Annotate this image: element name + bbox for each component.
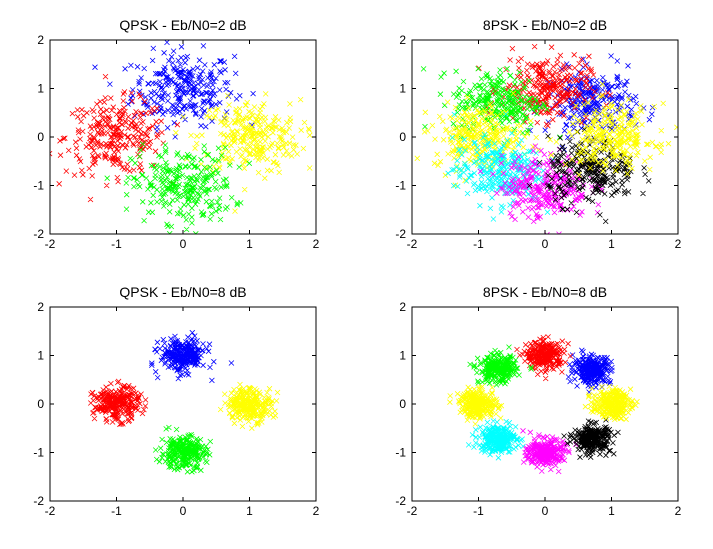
cluster-1 (565, 347, 615, 395)
subplot-4: 8PSK - Eb/N0=8 dB -2 -1 0 1 2 -2 -1 0 1 2 (395, 284, 681, 518)
x-tick-label: -1 (473, 504, 484, 518)
x-tick-label: 2 (675, 504, 682, 518)
cluster-4 (104, 141, 253, 234)
cluster-markers (104, 141, 253, 234)
x-tick-label: 2 (313, 504, 320, 518)
y-tick-label: -1 (395, 446, 406, 460)
x-tick-label: -1 (111, 237, 122, 251)
y-tick-label: -2 (33, 494, 44, 508)
x-tick-label: 2 (313, 237, 320, 251)
x-tick-label: 1 (608, 504, 615, 518)
x-tick-label: 0 (180, 504, 187, 518)
cluster-markers (547, 81, 678, 178)
subplot-title: QPSK - Eb/N0=8 dB (119, 284, 246, 300)
cluster-markers (561, 406, 621, 460)
cluster-5 (465, 418, 526, 461)
plot-area (447, 334, 640, 475)
subplot-title: QPSK - Eb/N0=2 dB (119, 17, 246, 33)
y-tick-label: 2 (399, 33, 406, 47)
cluster-4 (447, 383, 505, 427)
x-tick-label: -2 (45, 237, 56, 251)
cluster-2 (50, 73, 181, 203)
y-tick-label: -1 (33, 179, 44, 193)
cluster-8 (547, 81, 678, 178)
y-tick-label: 1 (37, 82, 44, 96)
x-tick-label: -1 (473, 237, 484, 251)
cluster-2 (514, 334, 574, 382)
cluster-markers (520, 428, 579, 475)
cluster-5 (445, 111, 574, 222)
y-tick-label: 0 (37, 130, 44, 144)
cluster-markers (173, 91, 313, 214)
y-tick-label: 0 (37, 397, 44, 411)
cluster-markers (149, 329, 235, 384)
cluster-3 (173, 91, 313, 214)
subplot-title: 8PSK - Eb/N0=2 dB (483, 17, 607, 33)
cluster-7 (561, 406, 621, 460)
subplot-3: QPSK - Eb/N0=8 dB -2 -1 0 1 2 -2 -1 0 1 2 (33, 284, 319, 518)
y-tick-label: 0 (399, 130, 406, 144)
y-tick-label: 1 (37, 349, 44, 363)
x-tick-label: -2 (45, 504, 56, 518)
y-tick-label: 1 (399, 349, 406, 363)
cluster-markers (50, 73, 181, 203)
cluster-markers (467, 344, 534, 388)
cluster-2 (88, 378, 149, 428)
y-tick-label: -2 (395, 494, 406, 508)
x-tick-label: 1 (246, 237, 253, 251)
cluster-markers (445, 111, 574, 222)
y-tick-label: -1 (395, 179, 406, 193)
x-tick-label: 0 (542, 504, 549, 518)
plot-area (414, 43, 678, 234)
cluster-8 (582, 383, 640, 423)
x-tick-label: -2 (407, 504, 418, 518)
plot-area (50, 40, 313, 234)
cluster-3 (467, 344, 534, 388)
plot-area (88, 329, 281, 475)
cluster-3 (217, 381, 281, 431)
cluster-markers (217, 381, 281, 431)
cluster-4 (152, 424, 214, 475)
cluster-markers (92, 40, 256, 140)
subplot-1: QPSK - Eb/N0=2 dB -2 -1 0 1 2 -2 -1 0 1 2 (33, 17, 320, 251)
x-tick-label: 2 (675, 237, 682, 251)
y-tick-label: 1 (399, 82, 406, 96)
subplot-title: 8PSK - Eb/N0=8 dB (483, 284, 607, 300)
x-tick-label: 1 (246, 504, 253, 518)
x-tick-label: -2 (407, 237, 418, 251)
x-tick-label: 0 (542, 237, 549, 251)
x-tick-label: -1 (111, 504, 122, 518)
cluster-markers (447, 383, 505, 427)
y-tick-label: -1 (33, 446, 44, 460)
cluster-6 (520, 428, 579, 475)
cluster-markers (565, 347, 615, 395)
x-tick-label: 0 (180, 237, 187, 251)
x-tick-label: 1 (608, 237, 615, 251)
y-tick-label: 2 (399, 300, 406, 314)
cluster-1 (149, 329, 235, 384)
y-tick-label: 2 (37, 33, 44, 47)
y-tick-label: 2 (37, 300, 44, 314)
cluster-4 (414, 90, 542, 188)
cluster-markers (582, 383, 640, 423)
cluster-markers (88, 378, 149, 428)
cluster-markers (465, 418, 526, 461)
cluster-markers (514, 334, 574, 382)
y-tick-label: -2 (33, 227, 44, 241)
cluster-markers (152, 424, 214, 475)
cluster-1 (92, 40, 256, 140)
y-tick-label: 0 (399, 397, 406, 411)
y-tick-label: -2 (395, 227, 406, 241)
subplot-2: 8PSK - Eb/N0=2 dB -2 -1 0 1 2 -2 -1 0 1 2 (395, 17, 682, 251)
cluster-markers (414, 90, 542, 188)
